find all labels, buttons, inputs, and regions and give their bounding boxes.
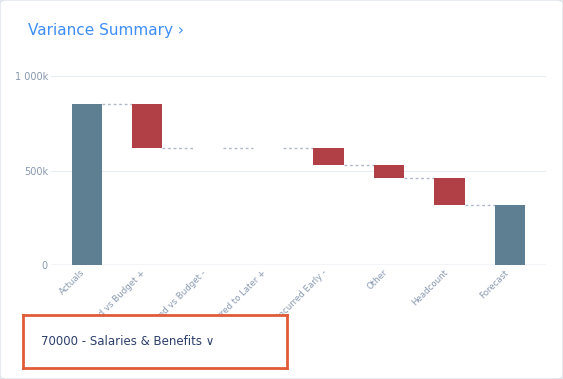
Text: Variance Summary ›: Variance Summary › — [28, 23, 184, 38]
Bar — [434, 178, 464, 205]
Bar — [495, 205, 525, 265]
Bar — [314, 148, 343, 165]
Bar — [374, 165, 404, 178]
Bar — [132, 104, 163, 148]
Bar — [72, 104, 102, 265]
Text: 70000 - Salaries & Benefits ∨: 70000 - Salaries & Benefits ∨ — [41, 335, 215, 348]
